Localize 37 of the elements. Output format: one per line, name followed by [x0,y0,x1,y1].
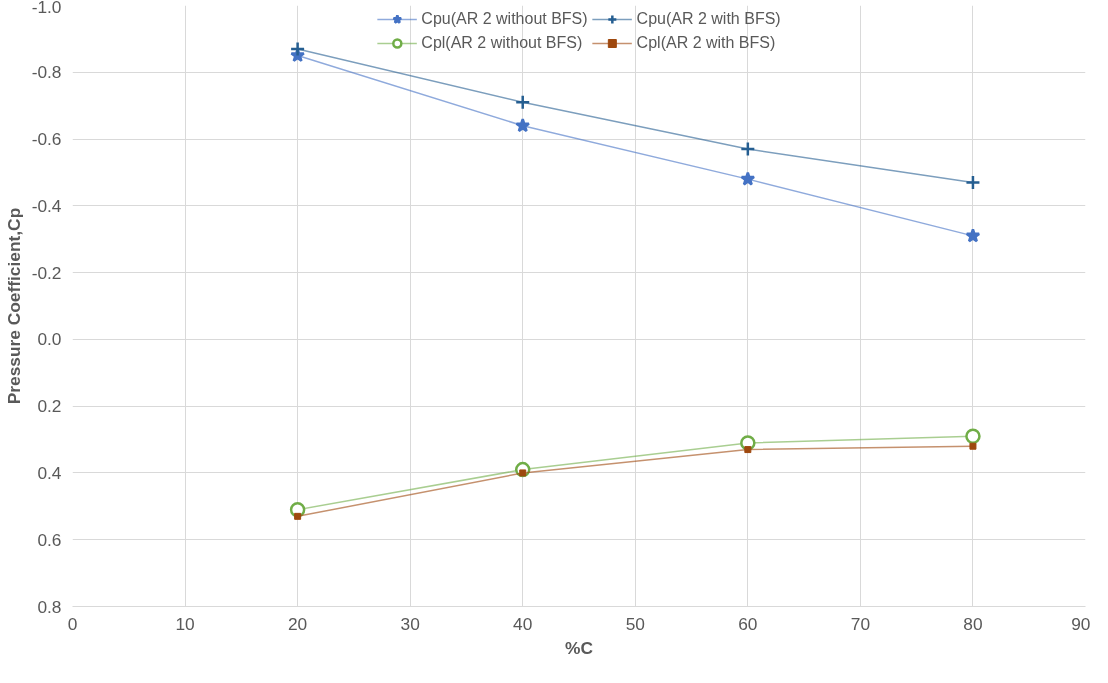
x-tick-label: 80 [963,613,983,634]
point [289,41,306,57]
x-tick-label: 10 [175,613,195,634]
y-tick-label: -0.2 [31,262,62,283]
x-tick-label: 20 [287,613,308,634]
x-axis-title: %C [565,637,594,658]
point [965,174,981,191]
x-tick-label: 70 [850,613,871,634]
point [514,94,531,111]
y-tick-label: 0.0 [37,329,62,350]
legend-label: Cpl(AR 2 with BFS) [636,34,776,52]
y-axis-title: Pressure Coefficient,Cp [3,207,24,405]
x-tick-label: 40 [513,613,533,634]
x-tick-label: 60 [738,613,758,634]
legend-label: Cpu(AR 2 with BFS) [636,10,781,28]
y-tick-label: 0.4 [37,462,62,483]
y-tick-label: 0.6 [37,529,62,550]
x-tick-label: 0 [67,613,78,634]
point [740,141,756,157]
point [515,117,531,133]
legend-label: Cpl(AR 2 without BFS) [421,34,583,52]
point [294,512,302,520]
legend-label: Cpu(AR 2 without BFS) [421,10,588,28]
x-tick-label: 30 [400,613,420,634]
y-tick-label: 0.2 [37,396,62,417]
point [740,171,756,186]
point [969,442,977,450]
y-tick-label: -0.4 [31,195,62,216]
x-tick-label: 50 [625,613,645,634]
y-tick-label: -1.0 [31,0,62,17]
y-tick-label: -0.8 [31,62,62,83]
x-tick-label: 90 [1071,613,1091,634]
y-tick-label: 0.8 [37,596,62,617]
point [965,428,981,444]
y-tick-label: -0.6 [31,129,62,150]
point [744,446,752,454]
point [965,228,981,243]
